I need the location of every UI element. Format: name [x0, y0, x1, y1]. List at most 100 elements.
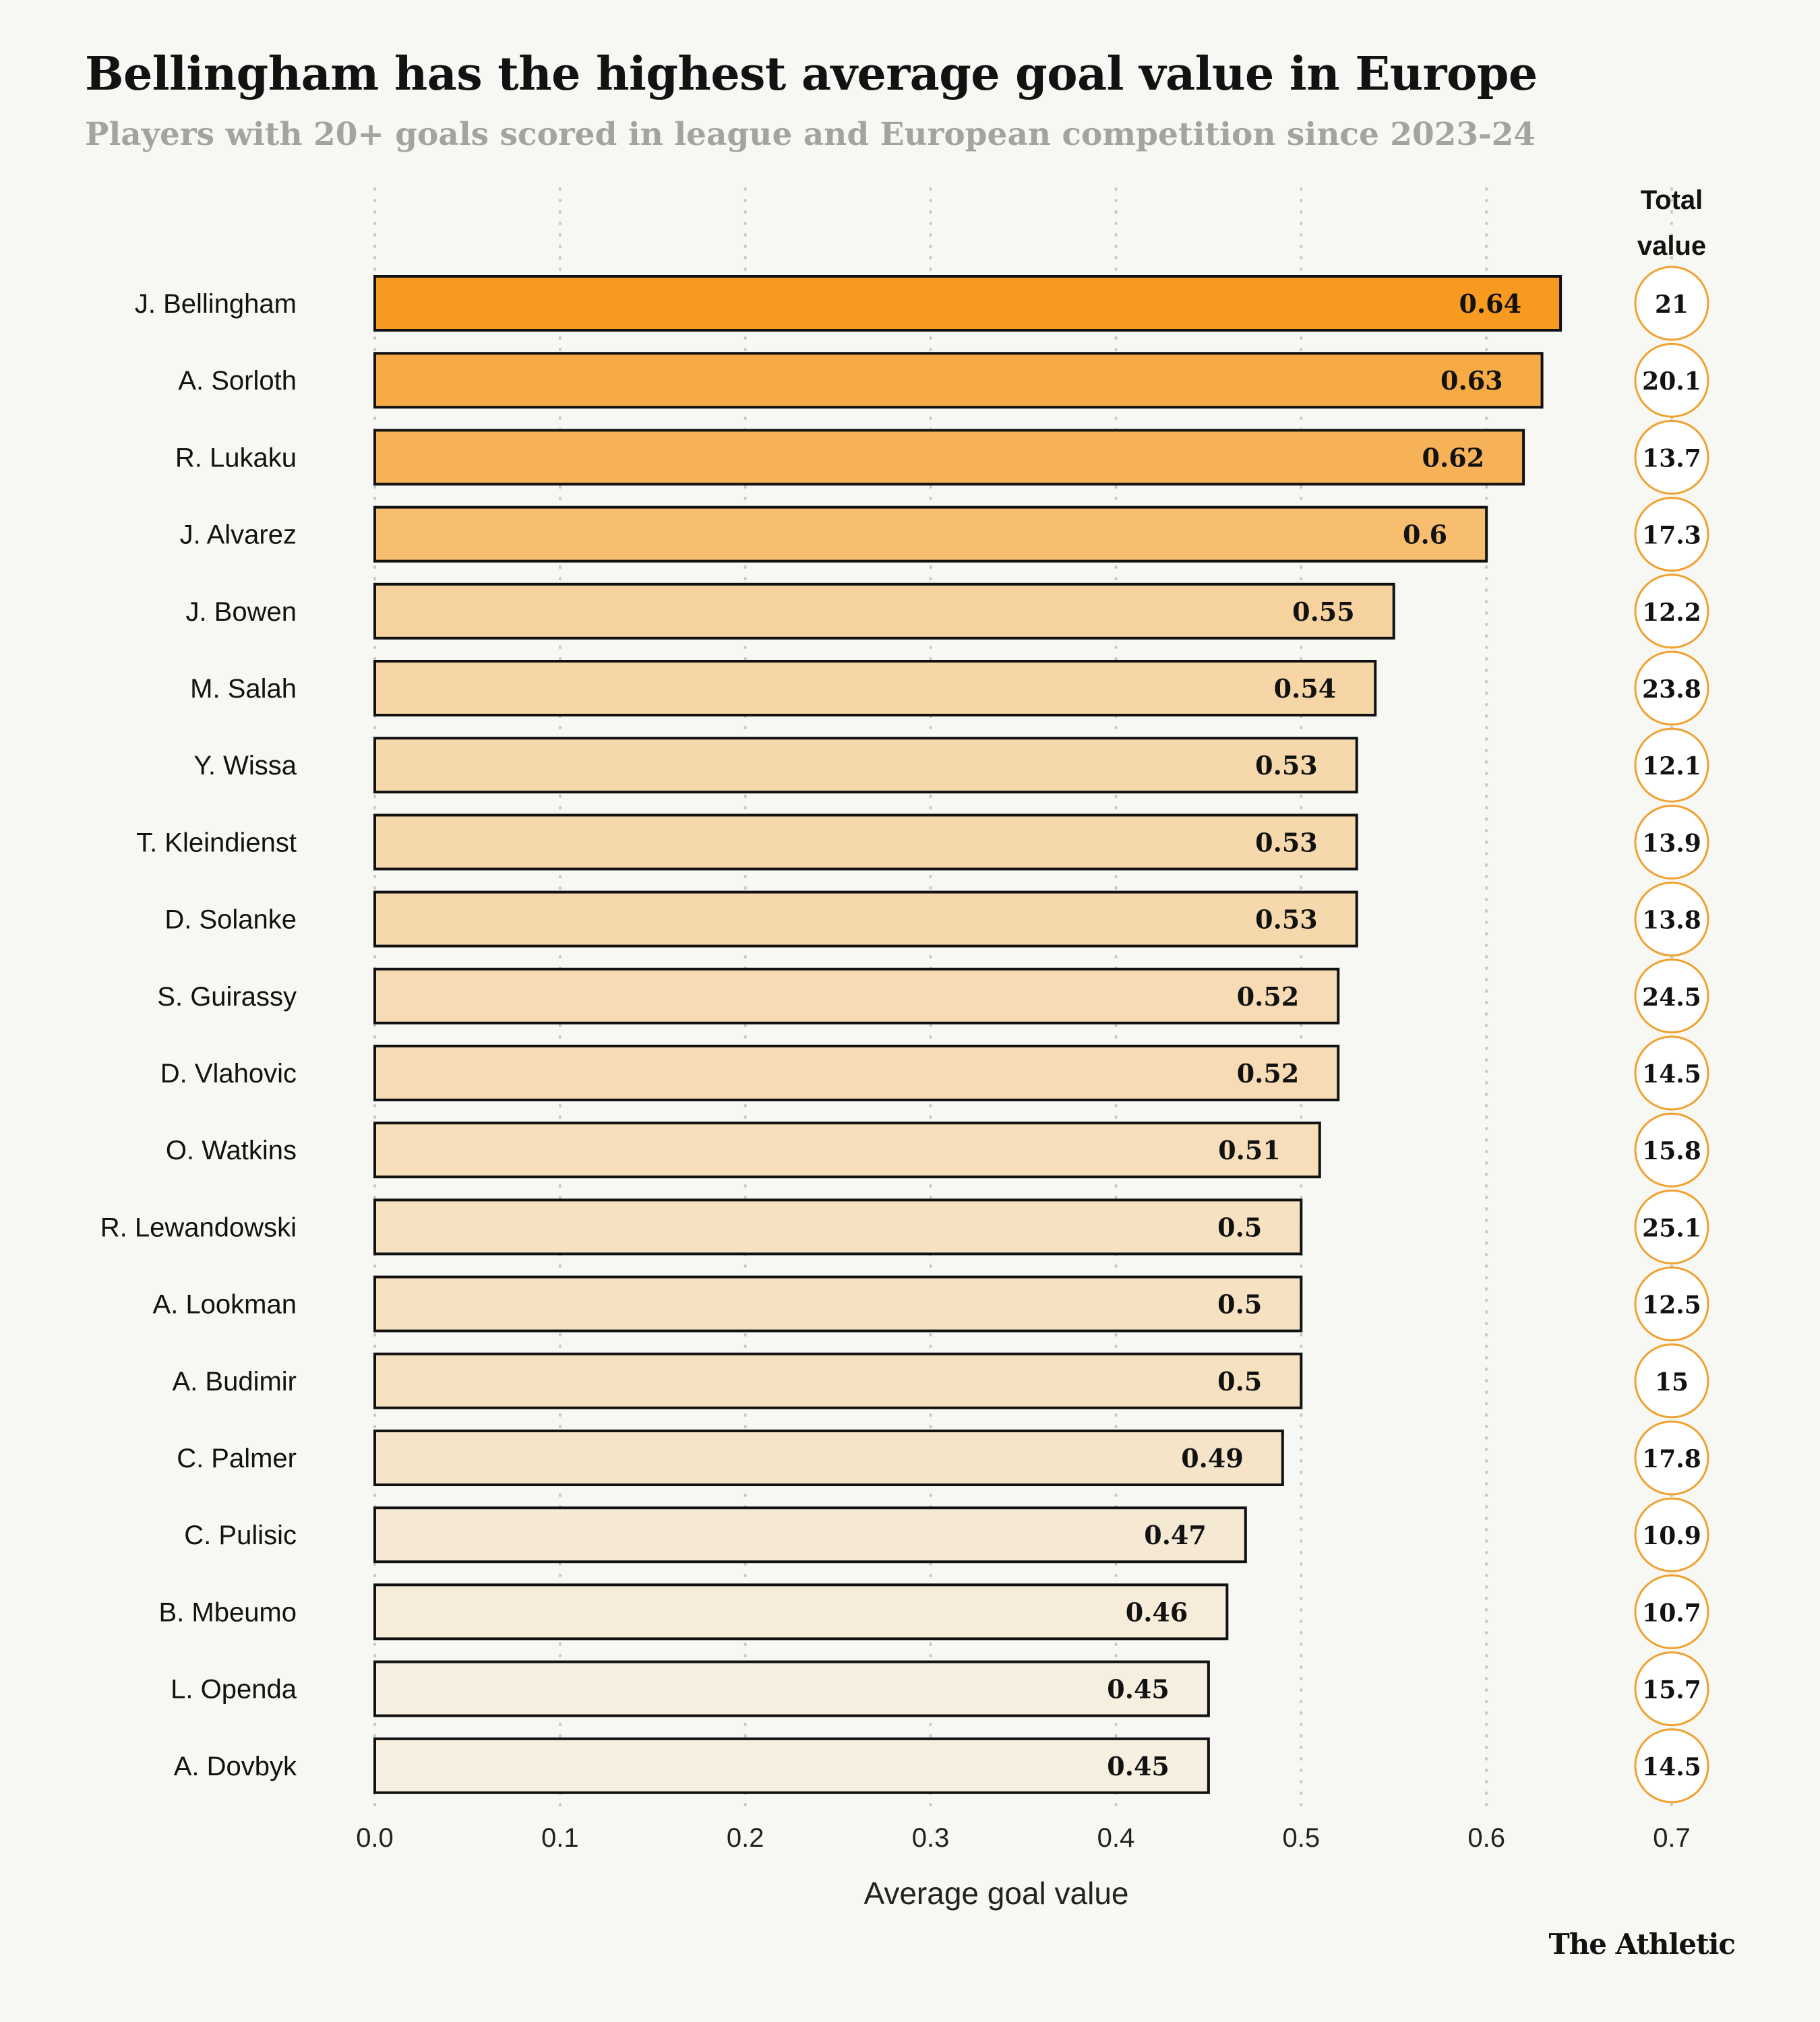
bar-value-label: 0.46	[1126, 1597, 1188, 1627]
total-value-circle	[1634, 1651, 1709, 1727]
bar	[373, 352, 1544, 409]
bar-value-label: 0.6	[1403, 520, 1447, 550]
player-name: J. Alvarez	[180, 520, 297, 550]
x-tick-label: 0.4	[1097, 1823, 1135, 1853]
player-name: C. Palmer	[177, 1444, 297, 1473]
bar	[373, 1583, 1229, 1641]
bar-value-label: 0.52	[1237, 1058, 1300, 1089]
bar	[373, 1045, 1340, 1101]
total-value-label: 15.7	[1642, 1676, 1701, 1705]
total-value-circle	[1634, 650, 1709, 726]
total-value-label: 12.1	[1642, 752, 1701, 780]
total-value-circle	[1634, 1035, 1709, 1111]
total-value-header: value	[1637, 231, 1706, 261]
bar	[373, 582, 1395, 640]
bar-value-label: 0.49	[1181, 1443, 1244, 1473]
bar-value-label: 0.63	[1440, 365, 1503, 396]
total-value-circle	[1634, 958, 1709, 1034]
brand-logo: The Athletic	[1548, 1928, 1736, 1961]
total-value-label: 25.1	[1642, 1214, 1701, 1242]
player-name: S. Guirassy	[157, 982, 297, 1012]
chart-title: Bellingham has the highest average goal …	[85, 47, 1538, 101]
chart-subtitle: Players with 20+ goals scored in league …	[85, 116, 1536, 153]
player-name: M. Salah	[190, 674, 297, 704]
total-value-label: 20.1	[1642, 367, 1701, 396]
total-value-circle	[1634, 342, 1709, 418]
bar-value-label: 0.51	[1218, 1135, 1281, 1165]
bar	[373, 275, 1563, 332]
bar-value-label: 0.5	[1217, 1212, 1262, 1242]
player-name: A. Budimir	[173, 1367, 297, 1397]
bar-value-label: 0.53	[1255, 905, 1318, 935]
bar	[373, 1737, 1210, 1794]
total-value-circle	[1634, 1189, 1709, 1264]
total-value-label: 13.9	[1642, 829, 1701, 857]
player-name: J. Bowen	[185, 597, 297, 627]
total-value-label: 15.8	[1642, 1137, 1701, 1165]
bar-value-label: 0.45	[1107, 1674, 1170, 1705]
bar	[373, 890, 1358, 948]
bar-value-label: 0.45	[1107, 1751, 1170, 1781]
player-name: Y. Wissa	[193, 751, 297, 780]
total-value-label: 10.9	[1642, 1522, 1701, 1550]
player-name: R. Lewandowski	[100, 1213, 297, 1242]
x-tick-label: 0.2	[727, 1823, 764, 1853]
total-value-label: 13.8	[1642, 907, 1701, 935]
player-name: T. Kleindienst	[136, 828, 297, 857]
player-name: O. Watkins	[166, 1136, 297, 1165]
x-tick-label: 0.5	[1282, 1823, 1320, 1853]
total-value-circle	[1634, 266, 1709, 341]
bar-value-label: 0.53	[1255, 827, 1318, 857]
total-value-label: 14.5	[1642, 1060, 1701, 1089]
bar	[373, 1430, 1284, 1486]
player-name: D. Vlahovic	[160, 1059, 297, 1089]
player-name: A. Dovbyk	[174, 1752, 297, 1781]
bar-value-label: 0.52	[1237, 981, 1300, 1012]
bar	[373, 1352, 1303, 1409]
bar	[373, 737, 1358, 794]
bar	[373, 814, 1358, 871]
player-name: A. Lookman	[153, 1290, 297, 1320]
bar-value-label: 0.54	[1274, 673, 1337, 704]
bar	[373, 429, 1525, 486]
total-value-label: 17.3	[1642, 522, 1701, 550]
bar-value-label: 0.64	[1459, 288, 1522, 319]
total-value-label: 17.8	[1642, 1445, 1701, 1473]
bar-value-label: 0.5	[1217, 1366, 1262, 1397]
player-name: R. Lukaku	[175, 443, 297, 472]
total-value-circle	[1634, 1266, 1709, 1342]
x-tick-label: 0.3	[912, 1823, 950, 1853]
total-value-header: Total	[1641, 185, 1703, 215]
total-value-circle	[1634, 1420, 1709, 1496]
bar-value-label: 0.47	[1144, 1520, 1207, 1550]
bar-value-label: 0.62	[1422, 442, 1485, 472]
x-tick-label: 0.0	[356, 1823, 394, 1853]
total-value-circle	[1634, 574, 1709, 649]
total-value-circle	[1634, 804, 1709, 880]
bar	[373, 660, 1377, 716]
player-name: B. Mbeumo	[158, 1597, 297, 1627]
player-name: A. Sorloth	[178, 366, 297, 396]
total-value-label: 14.5	[1642, 1753, 1701, 1781]
total-value-circle	[1634, 727, 1709, 803]
x-tick-label: 0.7	[1653, 1823, 1691, 1853]
bar-value-label: 0.53	[1255, 750, 1318, 780]
x-axis-label: Average goal value	[864, 1876, 1129, 1911]
total-value-circle	[1634, 1728, 1709, 1804]
bar	[373, 967, 1340, 1024]
total-value-label: 21	[1655, 290, 1689, 319]
total-value-circle	[1634, 1112, 1709, 1188]
bar-value-label: 0.5	[1217, 1289, 1262, 1320]
player-name: D. Solanke	[164, 905, 297, 935]
total-value-label: 15	[1655, 1368, 1689, 1397]
bar	[373, 506, 1488, 563]
bar	[373, 1198, 1303, 1256]
total-value-circle	[1634, 1343, 1709, 1419]
bar	[373, 1660, 1210, 1717]
total-value-circle	[1634, 882, 1709, 957]
total-value-label: 12.5	[1642, 1291, 1701, 1320]
total-value-circle	[1634, 1574, 1709, 1649]
player-name: C. Pulisic	[184, 1521, 297, 1550]
player-name: J. Bellingham	[135, 289, 297, 319]
